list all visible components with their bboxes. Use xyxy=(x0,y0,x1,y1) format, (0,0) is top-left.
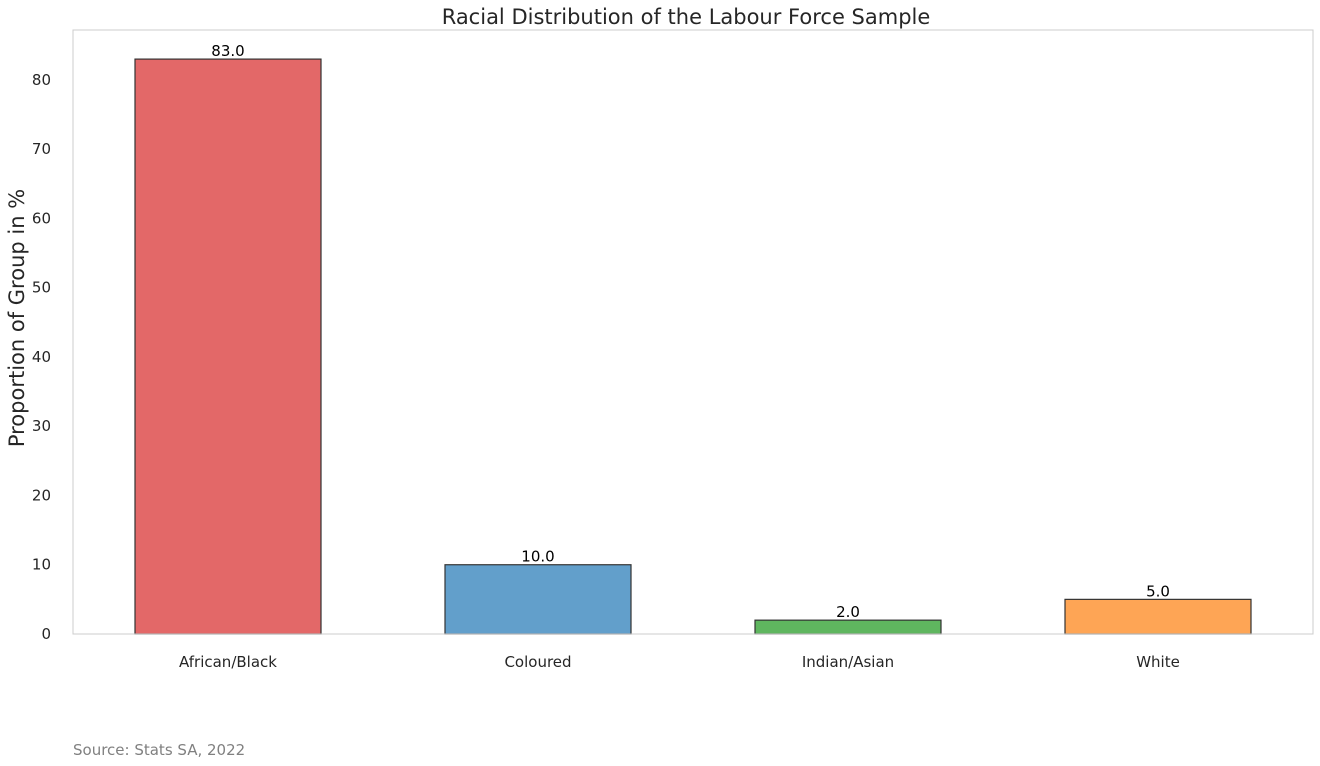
x-axis-ticks: African/Black Coloured Indian/Asian White xyxy=(179,653,1180,671)
bar xyxy=(444,564,632,635)
x-tick-label: African/Black xyxy=(179,653,277,671)
y-axis-ticks: 0 10 20 30 40 50 60 70 80 xyxy=(32,71,51,643)
bar xyxy=(1064,598,1252,635)
y-tick-label: 0 xyxy=(41,625,51,643)
plot-frame xyxy=(72,29,1314,635)
chart-title: Racial Distribution of the Labour Force … xyxy=(442,5,931,29)
bar-value-label: 2.0 xyxy=(836,603,860,621)
bar-value-label: 10.0 xyxy=(521,548,554,566)
bar-value-label: 83.0 xyxy=(211,42,244,60)
y-tick-label: 40 xyxy=(32,348,51,366)
x-tick-label: White xyxy=(1136,653,1180,671)
bar xyxy=(134,58,322,635)
y-axis-label: Proportion of Group in % xyxy=(5,189,29,447)
x-tick-label: Coloured xyxy=(504,653,571,671)
y-tick-label: 50 xyxy=(32,279,51,297)
bar xyxy=(754,619,942,635)
y-tick-label: 10 xyxy=(32,556,51,574)
bar-value-label: 5.0 xyxy=(1146,582,1170,600)
value-labels: 83.0 10.0 2.0 5.0 xyxy=(211,42,1170,621)
y-tick-label: 20 xyxy=(32,486,51,504)
bars xyxy=(134,58,1252,635)
source-note: Source: Stats SA, 2022 xyxy=(73,741,245,759)
y-tick-label: 80 xyxy=(32,71,51,89)
y-tick-label: 70 xyxy=(32,140,51,158)
x-tick-label: Indian/Asian xyxy=(802,653,894,671)
y-tick-label: 60 xyxy=(32,209,51,227)
y-tick-label: 30 xyxy=(32,417,51,435)
